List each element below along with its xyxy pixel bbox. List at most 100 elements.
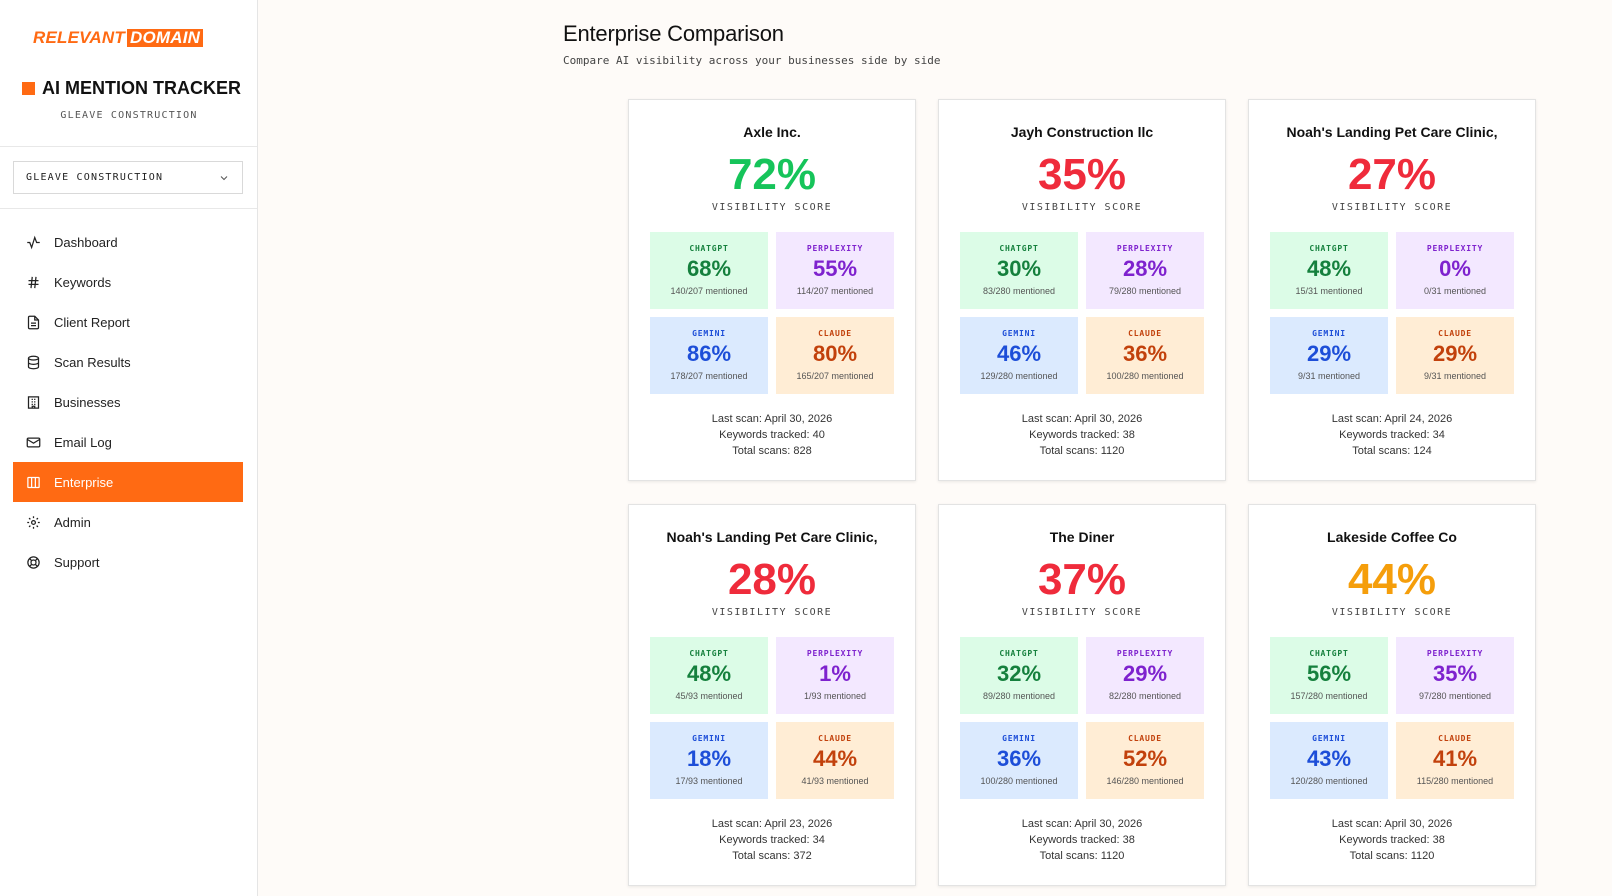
claude-tile: CLAUDE 44% 41/93 mentioned xyxy=(776,722,894,799)
visibility-score-label: VISIBILITY SCORE xyxy=(1021,607,1143,618)
tile-percent: 29% xyxy=(1432,341,1478,366)
sidebar-item-admin[interactable]: Admin xyxy=(13,502,243,542)
chatgpt-tile: CHATGPT 68% 140/207 mentioned xyxy=(650,232,768,309)
tile-percent: 48% xyxy=(686,661,732,686)
tile-mentioned: 9/31 mentioned xyxy=(1297,371,1361,381)
visibility-score-label: VISIBILITY SCORE xyxy=(711,202,833,213)
visibility-score: 44% xyxy=(1347,555,1437,604)
sidebar-item-scan-results[interactable]: Scan Results xyxy=(13,342,243,382)
last-scan: Last scan: April 30, 2026 xyxy=(1021,413,1143,425)
brand-logo[interactable]: RELEVANT DOMAIN xyxy=(33,28,227,48)
tile-percent: 43% xyxy=(1306,746,1352,771)
tile-mentioned: 157/280 mentioned xyxy=(1290,691,1368,701)
sidebar-item-email-log[interactable]: Email Log xyxy=(13,422,243,462)
tile-percent: 36% xyxy=(1122,341,1168,366)
gear-icon xyxy=(27,515,40,529)
gemini-tile: GEMINI 86% 178/207 mentioned xyxy=(650,317,768,394)
tile-label: GEMINI xyxy=(1002,329,1036,338)
keywords-tracked: Keywords tracked: 34 xyxy=(1339,429,1445,441)
sidebar-item-label: Businesses xyxy=(54,394,121,410)
tile-percent: 36% xyxy=(996,746,1042,771)
keywords-tracked: Keywords tracked: 38 xyxy=(1029,834,1135,846)
tile-percent: 28% xyxy=(1122,256,1168,281)
sidebar-item-enterprise[interactable]: Enterprise xyxy=(13,462,243,502)
sidebar-item-label: Keywords xyxy=(54,274,112,290)
tile-percent: 68% xyxy=(686,256,732,281)
tile-label: CHATGPT xyxy=(999,244,1039,253)
total-scans: Total scans: 1120 xyxy=(1039,445,1125,457)
business-name: Jayh Construction llc xyxy=(1010,124,1154,140)
tile-mentioned: 9/31 mentioned xyxy=(1423,371,1487,381)
claude-tile: CLAUDE 80% 165/207 mentioned xyxy=(776,317,894,394)
chatgpt-tile: CHATGPT 56% 157/280 mentioned xyxy=(1270,637,1388,714)
keywords-tracked: Keywords tracked: 38 xyxy=(1339,834,1445,846)
claude-tile: CLAUDE 29% 9/31 mentioned xyxy=(1396,317,1514,394)
sidebar: RELEVANT DOMAIN AI MENTION TRACKER GLEAVE… xyxy=(0,0,258,896)
hash-icon xyxy=(28,276,39,288)
brand-word-1: RELEVANT xyxy=(33,28,125,47)
sidebar-item-label: Support xyxy=(54,554,100,570)
tile-percent: 0% xyxy=(1439,256,1471,281)
last-scan: Last scan: April 23, 2026 xyxy=(711,818,833,830)
tile-mentioned: 114/207 mentioned xyxy=(796,286,874,296)
perplexity-tile: PERPLEXITY 1% 1/93 mentioned xyxy=(776,637,894,714)
perplexity-tile: PERPLEXITY 0% 0/31 mentioned xyxy=(1396,232,1514,309)
tile-percent: 29% xyxy=(1122,661,1168,686)
tile-label: CHATGPT xyxy=(999,649,1039,658)
tile-label: GEMINI xyxy=(692,734,726,743)
gemini-tile: GEMINI 29% 9/31 mentioned xyxy=(1270,317,1388,394)
tile-label: PERPLEXITY xyxy=(1426,244,1484,253)
sidebar-item-dashboard[interactable]: Dashboard xyxy=(13,222,243,262)
tile-label: PERPLEXITY xyxy=(1116,244,1174,253)
chatgpt-tile: CHATGPT 32% 89/280 mentioned xyxy=(960,637,1078,714)
business-select[interactable]: GLEAVE CONSTRUCTION xyxy=(13,161,243,194)
tile-mentioned: 165/207 mentioned xyxy=(796,371,874,381)
tile-percent: 48% xyxy=(1306,256,1352,281)
tile-mentioned: 1/93 mentioned xyxy=(803,691,867,701)
perplexity-tile: PERPLEXITY 35% 97/280 mentioned xyxy=(1396,637,1514,714)
keywords-tracked: Keywords tracked: 34 xyxy=(719,834,825,846)
mail-icon xyxy=(26,437,41,447)
total-scans: Total scans: 124 xyxy=(1352,445,1432,457)
activity-icon xyxy=(27,235,40,249)
business-card: Noah's Landing Pet Care Clinic, 27% VISI… xyxy=(1248,99,1536,481)
chatgpt-tile: CHATGPT 30% 83/280 mentioned xyxy=(960,232,1078,309)
database-icon xyxy=(27,355,40,369)
sidebar-item-keywords[interactable]: Keywords xyxy=(13,262,243,302)
tile-percent: 30% xyxy=(996,256,1042,281)
tile-label: PERPLEXITY xyxy=(806,244,864,253)
tile-label: PERPLEXITY xyxy=(1116,649,1174,658)
tile-label: CLAUDE xyxy=(818,734,852,743)
app-title: AI MENTION TRACKER xyxy=(22,78,241,99)
sidebar-item-support[interactable]: Support xyxy=(13,542,243,582)
business-card: Jayh Construction llc 35% VISIBILITY SCO… xyxy=(938,99,1226,481)
total-scans: Total scans: 828 xyxy=(732,445,812,457)
tile-percent: 55% xyxy=(812,256,858,281)
tile-label: CHATGPT xyxy=(689,244,729,253)
business-name: Noah's Landing Pet Care Clinic, xyxy=(666,529,878,545)
business-card: Axle Inc. 72% VISIBILITY SCORE CHATGPT 6… xyxy=(628,99,916,481)
tile-mentioned: 178/207 mentioned xyxy=(670,371,748,381)
app-subtitle: GLEAVE CONSTRUCTION xyxy=(60,110,198,121)
tile-label: CHATGPT xyxy=(689,649,729,658)
page-title: Enterprise Comparison xyxy=(563,21,784,46)
sidebar-item-businesses[interactable]: Businesses xyxy=(13,382,243,422)
sidebar-item-label: Email Log xyxy=(54,434,112,450)
chatgpt-tile: CHATGPT 48% 45/93 mentioned xyxy=(650,637,768,714)
visibility-score: 72% xyxy=(727,150,817,199)
columns-icon xyxy=(27,476,40,488)
keywords-tracked: Keywords tracked: 38 xyxy=(1029,429,1135,441)
gemini-tile: GEMINI 18% 17/93 mentioned xyxy=(650,722,768,799)
sidebar-item-client-report[interactable]: Client Report xyxy=(13,302,243,342)
tile-mentioned: 82/280 mentioned xyxy=(1108,691,1182,701)
tile-mentioned: 129/280 mentioned xyxy=(980,371,1058,381)
tile-mentioned: 0/31 mentioned xyxy=(1423,286,1487,296)
tile-label: CHATGPT xyxy=(1309,244,1349,253)
business-select-value: GLEAVE CONSTRUCTION xyxy=(26,172,164,183)
keywords-tracked: Keywords tracked: 40 xyxy=(719,429,825,441)
last-scan: Last scan: April 30, 2026 xyxy=(711,413,833,425)
app-title-square-icon xyxy=(22,82,35,95)
visibility-score: 28% xyxy=(727,555,817,604)
visibility-score-label: VISIBILITY SCORE xyxy=(711,607,833,618)
page-subtitle: Compare AI visibility across your busine… xyxy=(563,54,941,67)
